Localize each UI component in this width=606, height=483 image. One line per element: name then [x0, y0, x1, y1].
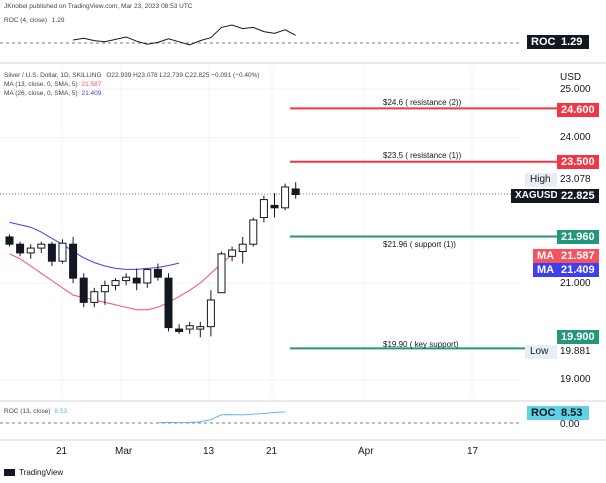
- key-support-tag: 19.900: [557, 330, 599, 344]
- tradingview-logo-icon: [4, 469, 15, 477]
- symbol-title: Silver / U.S. Dollar, 1D, SKILLING: [4, 72, 102, 79]
- low-tag-value: 19.881: [560, 346, 591, 357]
- y-tick-19: 19.000: [560, 374, 591, 385]
- symbol-tag: XAGUSD: [511, 189, 558, 203]
- low-tag-label: Low: [525, 345, 557, 359]
- x-tick-17: 17: [467, 446, 479, 457]
- high-tag-label: High: [525, 173, 557, 187]
- roc13-value: 8.53: [54, 408, 68, 415]
- candle-up: [217, 253, 226, 294]
- resistance1-tag: 23.500: [557, 155, 599, 169]
- roc13-tag: ROC: [527, 406, 557, 420]
- candle-up: [185, 325, 194, 330]
- candle-down: [69, 243, 78, 279]
- last-price-tag: 22.825: [557, 189, 599, 203]
- y-tick-25: 25.000: [560, 84, 591, 95]
- candle-down: [47, 243, 56, 262]
- candle-down: [153, 268, 162, 278]
- candles: [5, 182, 300, 338]
- ma26-legend: MA (26, close, 0, SMA, 5) 21.409: [4, 90, 101, 97]
- ma26-line: [9, 221, 180, 270]
- candle-down: [16, 243, 25, 254]
- roc13-zero-tick: 0.00: [560, 419, 580, 430]
- candle-down: [5, 236, 14, 245]
- x-tick-21mar: 21: [266, 446, 278, 457]
- roc4-label: ROC (4, close) 1.29: [4, 17, 64, 24]
- roc4-tag-value: 1.29: [557, 35, 589, 49]
- support1-tag: 21.960: [557, 230, 599, 244]
- roc4-line: [73, 24, 296, 46]
- roc13-label: ROC (13, close) 8.53: [4, 408, 67, 415]
- candle-up: [206, 299, 215, 328]
- ma13-tag-label: MA: [533, 249, 557, 263]
- key-support-label: $19.90 ( key support): [383, 340, 459, 349]
- pane-dividers: [0, 62, 606, 441]
- ma13-line: [9, 253, 233, 311]
- candle-up: [122, 276, 131, 282]
- candle-down: [291, 188, 300, 195]
- candle-up: [196, 326, 205, 330]
- ma26-tag-value: 21.409: [557, 263, 599, 277]
- x-tick-13: 13: [203, 446, 215, 457]
- level-lines: [0, 107, 557, 350]
- support1-label: $21.96 ( support (1)): [383, 240, 456, 249]
- candle-up: [143, 268, 152, 284]
- roc13-label-text: ROC (13, close): [4, 408, 51, 415]
- roc4-label-text: ROC (4, close): [4, 17, 47, 24]
- ma13-tag-value: 21.587: [557, 249, 599, 263]
- candle-down: [175, 328, 184, 333]
- candle-up: [238, 243, 247, 252]
- resistance2-label: $24.6 ( resistance (2)): [383, 98, 462, 107]
- ma13-legend-label: MA (13, close, 0, SMA, 5): [4, 81, 78, 88]
- candle-up: [228, 249, 237, 257]
- roc13-pane: [0, 411, 520, 424]
- candle-down: [79, 277, 88, 303]
- candle-up: [111, 280, 120, 286]
- candle-up: [259, 199, 268, 219]
- roc13-tag-value: 8.53: [557, 406, 589, 420]
- ma26-tag-label: MA: [533, 263, 557, 277]
- resistance2-tag: 24.600: [557, 103, 599, 117]
- x-tick-apr: Apr: [358, 446, 374, 457]
- x-tick-21feb: 21: [56, 446, 68, 457]
- ma13-legend-value: 21.587: [81, 81, 102, 88]
- tradingview-brand-text: TradingView: [19, 468, 64, 477]
- main-legend-line: Silver / U.S. Dollar, 1D, SKILLING O22.9…: [4, 72, 260, 79]
- candle-down: [164, 277, 173, 329]
- high-tag-value: 23.078: [560, 174, 591, 185]
- tradingview-brand: TradingView: [4, 468, 63, 477]
- candle-down: [270, 204, 279, 209]
- roc4-value: 1.29: [51, 17, 65, 24]
- moving-averages: [9, 221, 233, 311]
- candle-up: [100, 284, 109, 293]
- ma26-legend-label: MA (26, close, 0, SMA, 5): [4, 90, 78, 97]
- publisher-line: JKnobel published on TradingView.com, Ma…: [4, 3, 193, 10]
- ohlc-readout: O22.939 H23.078 L22.739 C22.825 −0.091 (…: [106, 72, 260, 79]
- candle-up: [249, 219, 258, 245]
- candle-up: [281, 186, 290, 209]
- ma26-legend-value: 21.409: [81, 90, 102, 97]
- candle-up: [26, 247, 35, 254]
- candle-up: [37, 243, 46, 249]
- resistance1-label: $23.5 ( resistance (1)): [383, 151, 462, 160]
- y-tick-21: 21.000: [560, 278, 591, 289]
- x-tick-mar: Mar: [115, 446, 133, 457]
- roc4-pane: [0, 24, 520, 46]
- ma13-legend: MA (13, close, 0, SMA, 5) 21.587: [4, 81, 101, 88]
- currency-label: USD: [560, 72, 582, 83]
- roc13-line: [157, 411, 286, 424]
- candle-up: [90, 291, 99, 303]
- candle-up: [58, 242, 67, 262]
- candle-down: [132, 277, 141, 284]
- roc4-tag: ROC: [527, 35, 557, 49]
- y-tick-24: 24.000: [560, 132, 591, 143]
